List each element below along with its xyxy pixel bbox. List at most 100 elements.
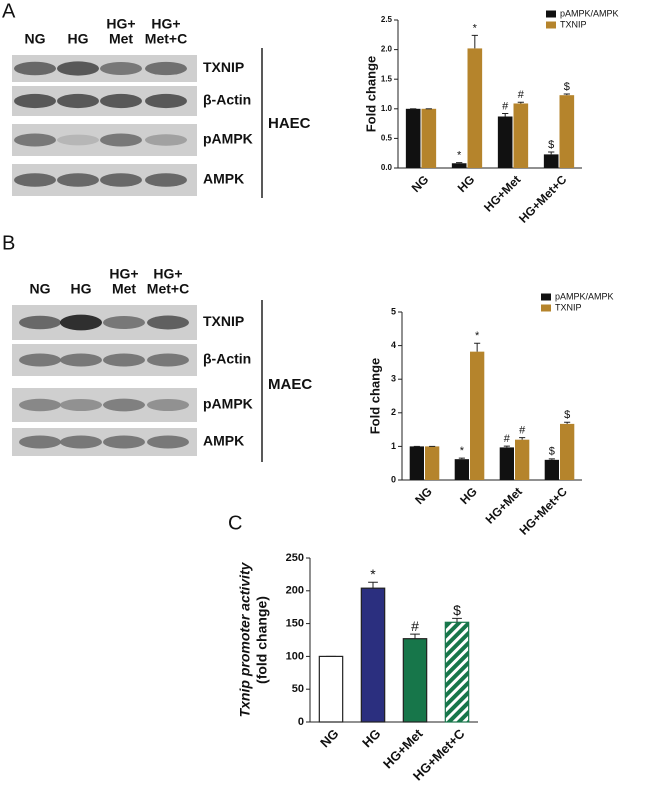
error-bar (517, 101, 524, 104)
bar (444, 621, 470, 723)
y-tick-label: 50 (292, 683, 304, 695)
y-axis-label: (fold change) (254, 596, 270, 684)
x-tick-label: HG+Met (483, 484, 525, 526)
lane-label: Met (109, 31, 133, 47)
bar (497, 116, 513, 168)
y-tick-label: 250 (286, 552, 304, 564)
bar (559, 95, 575, 168)
annotation: # (518, 89, 525, 101)
y-axis-label: Txnip promoter activity (237, 561, 253, 717)
blot-band (147, 435, 189, 449)
y-tick-label: 100 (286, 650, 304, 662)
blot-band (57, 134, 99, 146)
legend-swatch (546, 10, 556, 18)
annotation: # (502, 100, 509, 112)
y-tick-label: 3 (391, 374, 396, 384)
blot-band (100, 62, 142, 75)
y-axis-label: Fold change (363, 56, 378, 133)
y-tick-label: 0 (298, 716, 304, 728)
bar (402, 638, 428, 723)
cell-label: HAEC (268, 115, 311, 132)
y-tick-label: 2.5 (381, 15, 393, 24)
blot-band (103, 353, 145, 367)
annotation: * (457, 150, 462, 162)
x-tick-label: HG+Met+C (517, 484, 571, 538)
x-tick-label: NG (317, 726, 341, 750)
annotation: # (411, 618, 419, 634)
y-tick-label: 150 (286, 618, 304, 630)
blot-band (100, 133, 142, 147)
legend-label: pAMPK/AMPK (555, 291, 614, 301)
blot-band (60, 398, 102, 412)
row-label: TXNIP (203, 313, 244, 329)
lane-label: HG+ (153, 266, 182, 282)
legend-label: TXNIP (555, 302, 582, 312)
bar (451, 163, 467, 168)
blot-band (14, 61, 56, 76)
y-tick-label: 0.5 (381, 134, 393, 143)
error-bar (410, 633, 420, 639)
blot-band (19, 435, 61, 449)
blot-band (145, 134, 187, 146)
annotation: $ (564, 81, 570, 93)
x-tick-label: HG (457, 484, 480, 507)
error-bar (563, 93, 570, 96)
error-bar (564, 421, 571, 424)
row-label: TXNIP (203, 59, 244, 75)
bar (318, 655, 344, 723)
lane-label: Met (112, 281, 136, 297)
x-tick-label: HG (359, 726, 383, 750)
legend-label: TXNIP (560, 19, 587, 29)
bar (454, 459, 469, 480)
bar (467, 48, 483, 168)
blot-band (14, 133, 56, 147)
cell-label: MAEC (268, 376, 312, 393)
blot-band (145, 173, 187, 187)
blot-band (103, 435, 145, 449)
error-bar (474, 342, 481, 352)
blot-band (57, 173, 99, 187)
bar (499, 447, 514, 480)
blot-band (19, 315, 61, 330)
error-bar (456, 162, 463, 164)
error-bar (471, 34, 478, 49)
y-tick-label: 2.0 (381, 45, 393, 54)
error-bar (368, 581, 378, 589)
lane-label: HG+ (109, 266, 138, 282)
row-label: pAMPK (203, 131, 253, 147)
bar (470, 351, 485, 480)
annotation: * (460, 445, 465, 457)
lane-label: Met+C (147, 281, 189, 297)
bar (543, 154, 559, 168)
y-tick-label: 200 (286, 585, 304, 597)
panel-label: C (228, 512, 242, 534)
y-tick-label: 4 (391, 340, 396, 350)
legend-swatch (541, 293, 551, 301)
x-tick-label: NG (412, 484, 435, 507)
x-tick-label: NG (409, 172, 432, 195)
legend-label: pAMPK/AMPK (560, 8, 619, 18)
blot-band (14, 93, 56, 109)
blot-band (145, 93, 187, 109)
y-tick-label: 1.0 (381, 104, 393, 113)
blot-band (145, 61, 187, 76)
blot-band (60, 435, 102, 449)
annotation: # (519, 425, 526, 437)
lane-label: HG+ (106, 16, 135, 32)
blot-band (19, 353, 61, 367)
blot-band (100, 93, 142, 109)
annotation: * (473, 22, 478, 34)
panel-label: A (2, 0, 16, 22)
blot-band (147, 315, 189, 330)
legend-swatch (541, 304, 551, 312)
lane-label: NG (30, 281, 51, 297)
y-tick-label: 0 (391, 474, 396, 484)
error-bar (458, 457, 465, 460)
annotation: $ (453, 602, 461, 618)
y-tick-label: 1.5 (381, 74, 393, 83)
x-tick-label: HG (455, 172, 478, 195)
bar (544, 459, 559, 480)
blot-band (147, 353, 189, 367)
blot-band (100, 173, 142, 187)
